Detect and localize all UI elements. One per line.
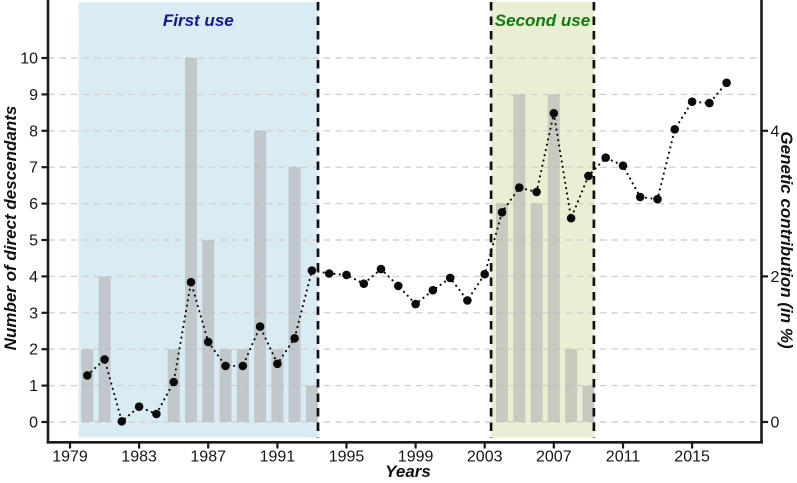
x-tick-label-2011: 2011 <box>606 449 641 466</box>
data-point-2017 <box>722 78 731 88</box>
data-point-2015 <box>687 97 697 106</box>
data-point-2000 <box>428 285 438 295</box>
data-point-2006 <box>532 187 541 197</box>
data-point-2014 <box>670 125 680 134</box>
data-point-2005 <box>515 183 524 192</box>
x-tick-label-1991: 1991 <box>260 449 296 466</box>
x-tick-label-1979: 1979 <box>52 449 88 466</box>
y-left-tick-label-10: 10 <box>20 51 38 68</box>
data-point-1983 <box>134 402 144 412</box>
data-point-1982 <box>117 417 127 426</box>
data-point-2013 <box>653 194 662 204</box>
y-right-tick-label-4: 4 <box>771 123 780 140</box>
bar-2006 <box>530 203 543 422</box>
data-point-1992 <box>290 334 299 343</box>
y-left-tick-label-2: 2 <box>29 342 38 359</box>
data-point-1993 <box>307 266 317 275</box>
x-tick-label-1987: 1987 <box>190 449 226 466</box>
data-point-1991 <box>273 359 282 369</box>
bar-1980 <box>81 349 94 422</box>
data-point-1981 <box>100 355 109 364</box>
bar-1981 <box>98 276 111 422</box>
bar-1992 <box>288 167 301 422</box>
genetic-contribution-dotted-line <box>86 81 728 424</box>
data-point-2010 <box>601 153 610 162</box>
bar-1986 <box>185 58 197 422</box>
data-point-1988 <box>221 361 230 371</box>
y-right-tick-label-0: 0 <box>771 415 780 432</box>
x-tick-label-2007: 2007 <box>536 449 572 466</box>
data-point-1995 <box>342 270 351 280</box>
data-point-1999 <box>411 299 420 309</box>
y-axis-left-title: Number of direct descendants <box>1 105 20 351</box>
x-tick-label-1995: 1995 <box>329 449 365 466</box>
data-point-1985 <box>169 377 178 387</box>
data-point-2008 <box>566 213 576 223</box>
y-axis-right-title: Genetic contribution (in %) <box>777 131 796 349</box>
y-left-tick-label-5: 5 <box>29 233 38 250</box>
data-point-2002 <box>463 296 472 305</box>
data-point-1987 <box>203 337 213 347</box>
data-point-2003 <box>480 269 490 279</box>
data-point-1986 <box>186 277 196 287</box>
y-right-tick-label-2: 2 <box>771 269 780 286</box>
data-point-2016 <box>705 98 714 108</box>
y-left-tick-label-4: 4 <box>29 269 38 286</box>
bar-1989 <box>236 349 249 422</box>
bar-1987 <box>202 240 215 422</box>
data-point-2012 <box>635 192 645 202</box>
bar-2004 <box>496 203 508 422</box>
data-point-2004 <box>497 208 507 217</box>
x-tick-label-1999: 1999 <box>398 449 434 466</box>
bar-1991 <box>271 349 284 422</box>
bar-2005 <box>513 94 526 423</box>
data-point-2007 <box>549 109 559 118</box>
data-point-2009 <box>584 171 593 181</box>
y-left-tick-label-9: 9 <box>29 87 38 104</box>
data-point-1984 <box>152 409 161 419</box>
data-point-1989 <box>238 361 248 371</box>
bar-1993 <box>305 385 318 422</box>
y-left-tick-label-6: 6 <box>29 196 38 213</box>
data-point-1996 <box>359 279 369 289</box>
bar-2008 <box>565 349 578 422</box>
y-left-tick-label-0: 0 <box>29 415 38 432</box>
bar-1990 <box>254 130 267 423</box>
data-point-1998 <box>394 281 403 291</box>
x-tick-label-2015: 2015 <box>674 449 710 466</box>
data-point-2011 <box>618 161 628 170</box>
y-left-tick-label-1: 1 <box>29 378 38 395</box>
y-left-tick-label-7: 7 <box>29 160 38 177</box>
data-point-1997 <box>376 264 386 274</box>
region-label-first-use: First use <box>162 11 234 30</box>
bar-2007 <box>547 94 560 423</box>
y-left-tick-label-8: 8 <box>29 123 38 140</box>
data-point-1990 <box>255 322 265 331</box>
bar-2009 <box>582 385 595 422</box>
y-left-tick-label-3: 3 <box>29 305 38 322</box>
region-label-second-use: Second use <box>494 11 591 30</box>
data-point-2001 <box>445 273 455 283</box>
x-tick-label-2003: 2003 <box>467 449 503 466</box>
data-point-1994 <box>324 269 334 278</box>
x-tick-label-1983: 1983 <box>121 449 157 466</box>
x-axis-title: Years <box>385 462 431 481</box>
data-point-1980 <box>83 371 92 380</box>
